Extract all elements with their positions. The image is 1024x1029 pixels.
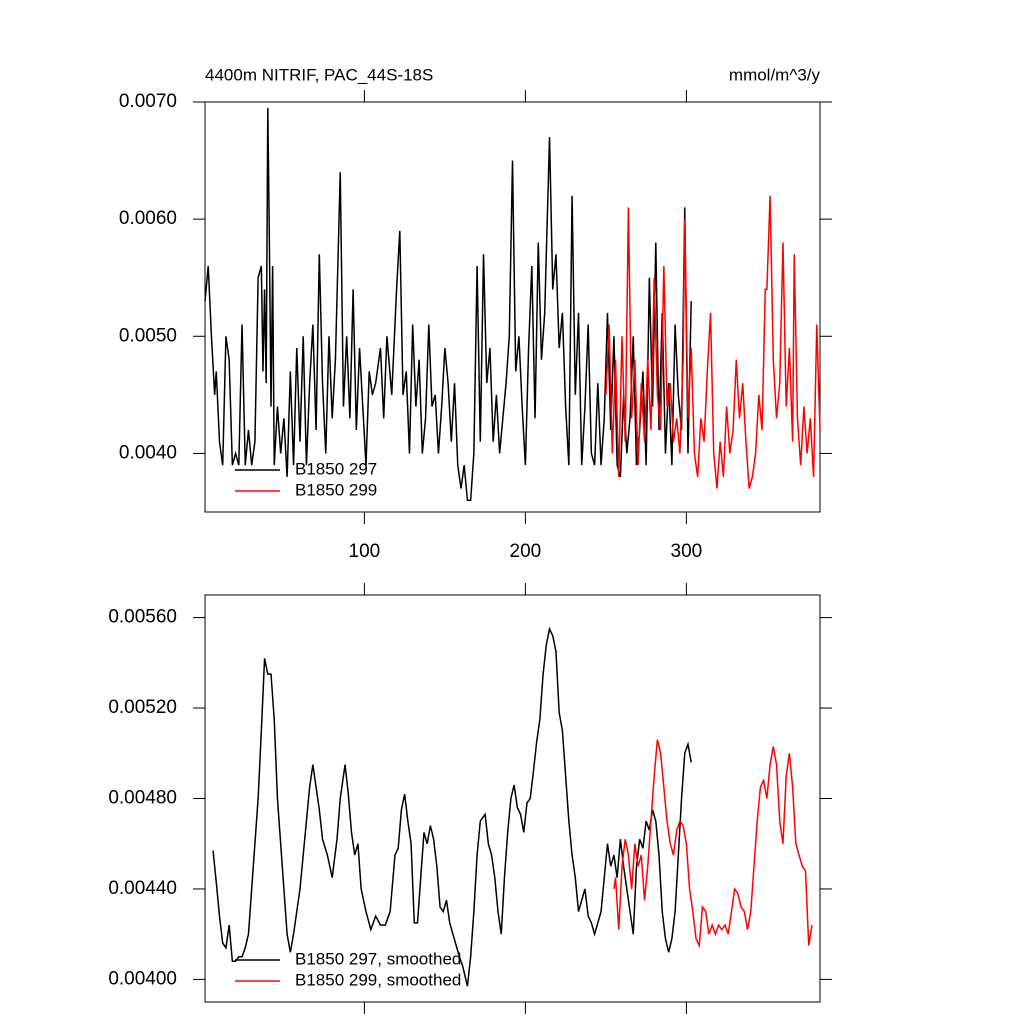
y-tick-label: 0.00520 bbox=[108, 697, 177, 718]
x-tick-label: 200 bbox=[510, 541, 542, 562]
x-tick-label: 300 bbox=[671, 541, 703, 562]
chart-title: 4400m NITRIF, PAC_44S-18S bbox=[205, 65, 433, 84]
series-line bbox=[212, 626, 692, 987]
y-tick-label: 0.0060 bbox=[119, 208, 177, 229]
legend-label: B1850 297, smoothed bbox=[295, 949, 461, 968]
plot-frame bbox=[204, 101, 821, 513]
series-line bbox=[605, 195, 821, 489]
legend-label: B1850 297 bbox=[295, 459, 377, 478]
y-tick-label: 0.0050 bbox=[119, 325, 177, 346]
y-tick-label: 0.00480 bbox=[108, 788, 177, 809]
y-tick-label: 0.0070 bbox=[119, 91, 177, 112]
plot-frame bbox=[204, 594, 821, 1003]
series-line bbox=[613, 739, 813, 949]
x-tick-label: 100 bbox=[349, 541, 381, 562]
units-label: mmol/m^3/y bbox=[729, 65, 821, 84]
y-tick-label: 0.0040 bbox=[119, 442, 177, 463]
legend-label: B1850 299 bbox=[295, 480, 377, 499]
y-tick-label: 0.00440 bbox=[108, 878, 177, 899]
series-line bbox=[204, 107, 692, 502]
y-tick-label: 0.00400 bbox=[108, 968, 177, 989]
legend-label: B1850 299, smoothed bbox=[295, 970, 461, 989]
y-tick-label: 0.00560 bbox=[108, 607, 177, 628]
